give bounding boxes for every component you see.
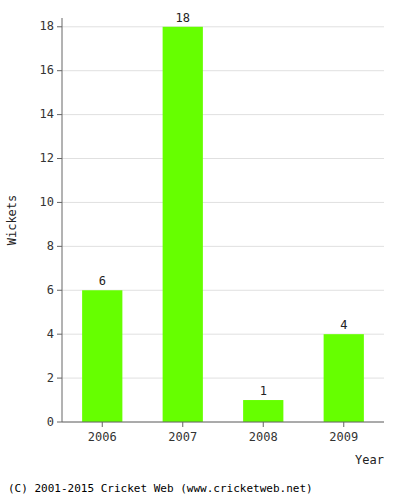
y-tick-label: 12 (40, 151, 54, 165)
y-tick (57, 70, 62, 71)
y-tick (57, 422, 62, 423)
x-axis-label: Year (355, 453, 384, 467)
y-tick-label: 16 (40, 63, 54, 77)
x-axis-line (62, 422, 384, 423)
y-tick-label: 8 (47, 239, 54, 253)
data-label: 18 (176, 11, 190, 25)
x-tick-label: 2006 (88, 430, 117, 444)
bar (324, 334, 364, 422)
x-tick-label: 2009 (329, 430, 358, 444)
grid-line (62, 114, 384, 115)
bar (82, 290, 122, 422)
y-axis-label: Wickets (5, 195, 19, 246)
data-label: 4 (340, 318, 347, 332)
y-tick-label: 4 (47, 327, 54, 341)
x-tick (263, 422, 264, 427)
y-tick (57, 202, 62, 203)
grid-line (62, 202, 384, 203)
y-tick (57, 114, 62, 115)
bar (163, 27, 203, 422)
x-tick (182, 422, 183, 427)
grid-line (62, 158, 384, 159)
grid-line (62, 246, 384, 247)
y-tick (57, 246, 62, 247)
x-tick (102, 422, 103, 427)
grid-line (62, 26, 384, 27)
y-tick-label: 18 (40, 19, 54, 33)
y-tick (57, 158, 62, 159)
bars (82, 27, 364, 422)
y-tick-label: 14 (40, 107, 54, 121)
grid-line (62, 70, 384, 71)
y-tick (57, 334, 62, 335)
grid (62, 27, 384, 422)
x-axis: 2006 2007 2008 2009 (62, 422, 384, 444)
y-tick-label: 6 (47, 283, 54, 297)
chart-container: 024681012141618200620072008200961814Wick… (0, 0, 400, 500)
y-axis: 0 2 4 6 8 10 12 14 16 18 (40, 18, 62, 429)
data-label: 6 (99, 274, 106, 288)
chart-svg: 024681012141618200620072008200961814Wick… (0, 0, 400, 500)
x-tick-label: 2007 (168, 430, 197, 444)
footer-text: (C) 2001-2015 Cricket Web (www.cricketwe… (8, 482, 313, 495)
data-labels: 6 18 1 4 (99, 11, 348, 398)
y-tick (57, 378, 62, 379)
y-tick-label: 2 (47, 371, 54, 385)
data-label: 1 (260, 384, 267, 398)
y-tick (57, 26, 62, 27)
y-axis-line (62, 18, 63, 422)
y-tick-label: 10 (40, 195, 54, 209)
y-tick (57, 290, 62, 291)
grid-line (62, 422, 384, 423)
y-tick-label: 0 (47, 415, 54, 429)
x-tick (343, 422, 344, 427)
x-tick-label: 2008 (249, 430, 278, 444)
bar (243, 400, 283, 422)
